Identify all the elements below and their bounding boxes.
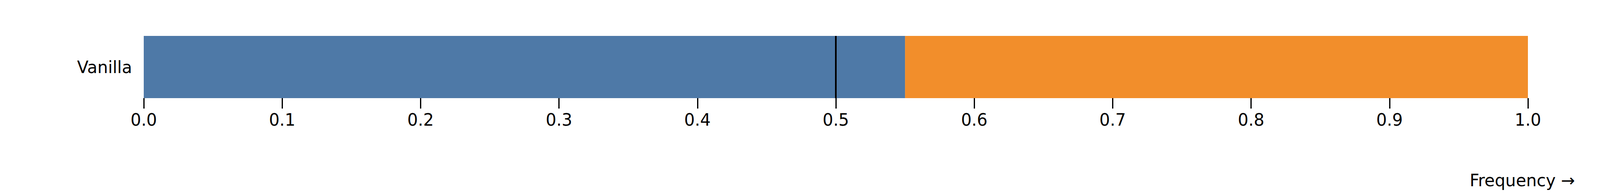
svg-text:0.9: 0.9 [1376, 110, 1403, 130]
svg-text:0.3: 0.3 [545, 110, 573, 130]
svg-text:0.1: 0.1 [268, 110, 296, 130]
svg-text:0.8: 0.8 [1237, 110, 1265, 130]
svg-text:0.7: 0.7 [1099, 110, 1127, 130]
svg-text:0.5: 0.5 [822, 110, 850, 130]
svg-text:0.2: 0.2 [407, 110, 435, 130]
svg-text:Frequency →: Frequency → [1469, 170, 1575, 190]
svg-text:0.4: 0.4 [684, 110, 711, 130]
svg-text:0.0: 0.0 [130, 110, 158, 130]
svg-text:Vanilla: Vanilla [77, 57, 133, 77]
svg-text:1.0: 1.0 [1514, 110, 1542, 130]
svg-text:0.6: 0.6 [960, 110, 988, 130]
